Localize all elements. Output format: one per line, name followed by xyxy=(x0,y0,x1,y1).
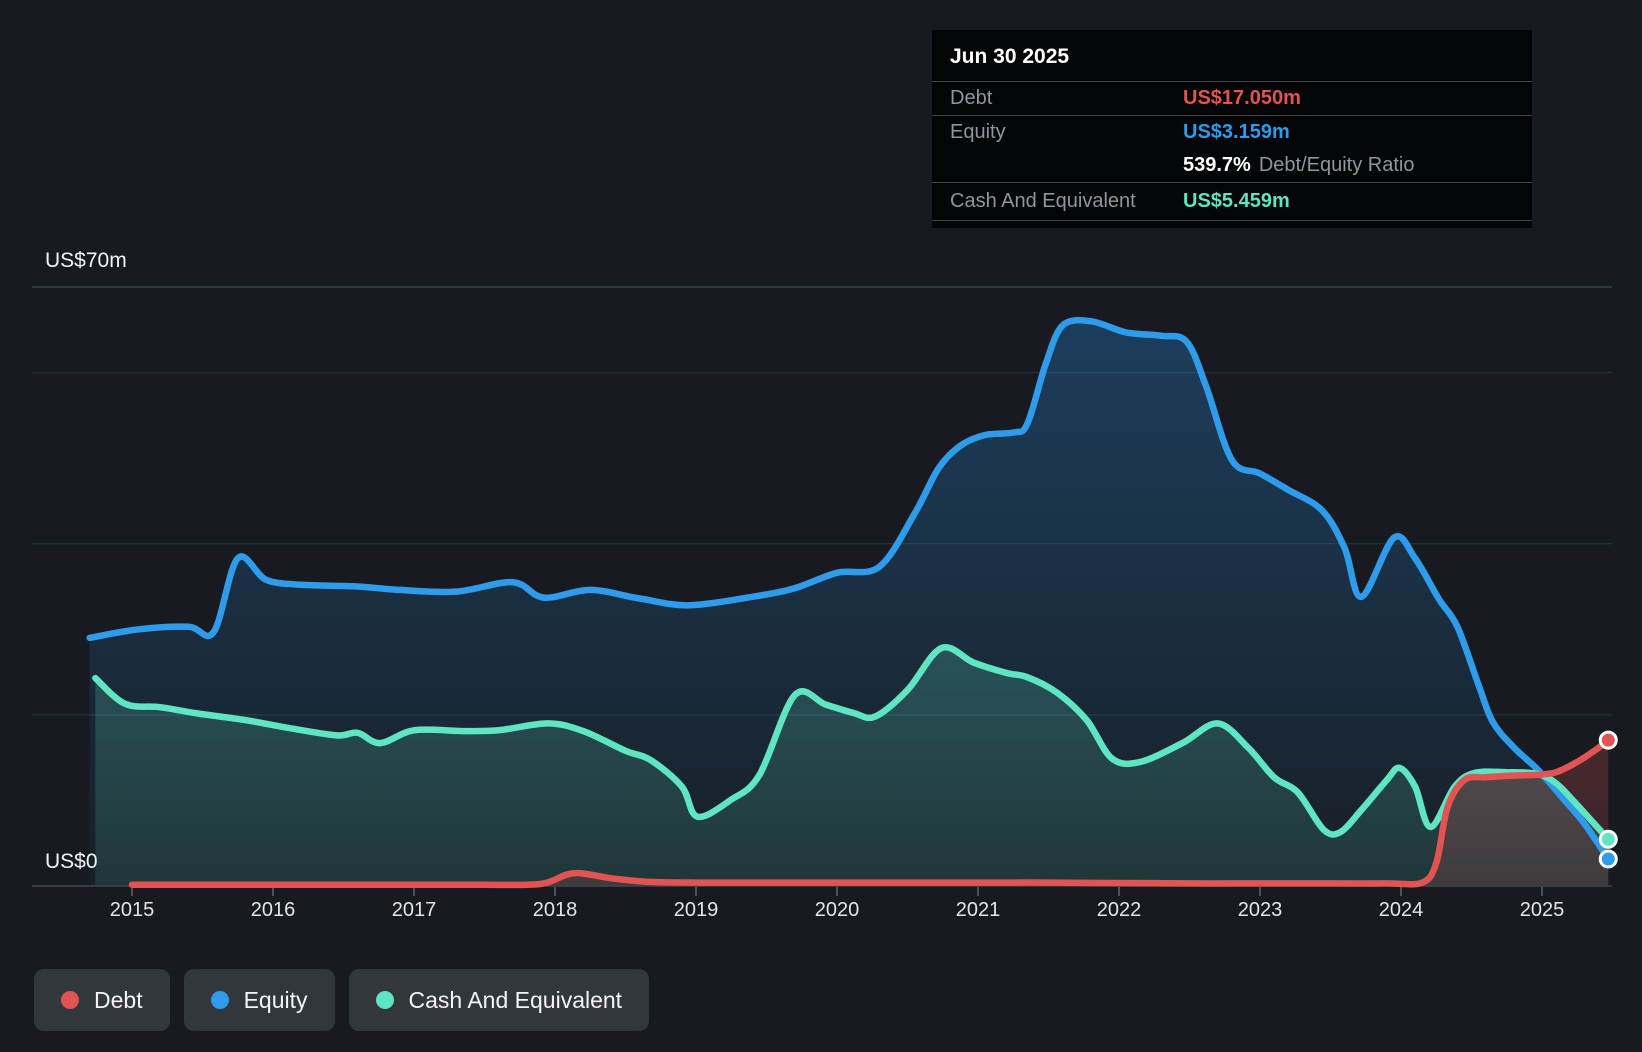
x-axis-label-2019: 2019 xyxy=(674,899,719,922)
legend-item-cash-and-equivalent[interactable]: Cash And Equivalent xyxy=(349,969,650,1031)
x-axis-label-2025: 2025 xyxy=(1520,899,1565,922)
x-axis-label-2017: 2017 xyxy=(392,899,437,922)
legend-label: Cash And Equivalent xyxy=(409,987,623,1014)
tooltip-row-ratio: 539.7% Debt/Equity Ratio xyxy=(932,149,1532,183)
legend-item-debt[interactable]: Debt xyxy=(34,969,170,1031)
y-axis-label-max: US$70m xyxy=(45,249,127,273)
legend-dot-icon xyxy=(61,991,79,1009)
endpoint-marker-equity[interactable] xyxy=(1600,851,1616,867)
x-axis-label-2018: 2018 xyxy=(533,899,578,922)
x-axis-label-2021: 2021 xyxy=(956,899,1001,922)
legend-label: Equity xyxy=(244,987,308,1014)
x-axis-label-2024: 2024 xyxy=(1379,899,1424,922)
tooltip-equity-value: US$3.159m xyxy=(1183,121,1290,144)
legend-dot-icon xyxy=(211,991,229,1009)
endpoint-marker-cash-and-equivalent[interactable] xyxy=(1600,831,1616,847)
x-axis-label-2022: 2022 xyxy=(1097,899,1142,922)
area-fills xyxy=(90,320,1609,886)
tooltip-row-cash: Cash And Equivalent US$5.459m xyxy=(932,183,1532,221)
tooltip-row-equity: Equity US$3.159m xyxy=(932,116,1532,149)
tooltip-equity-label: Equity xyxy=(950,121,1183,144)
tooltip-debt-value: US$17.050m xyxy=(1183,87,1301,110)
y-axis-label-zero: US$0 xyxy=(45,850,98,874)
x-axis-label-2015: 2015 xyxy=(110,899,155,922)
endpoint-marker-debt[interactable] xyxy=(1600,732,1616,748)
legend-item-equity[interactable]: Equity xyxy=(184,969,335,1031)
tooltip-cash-label: Cash And Equivalent xyxy=(950,190,1183,213)
tooltip-ratio-label: Debt/Equity Ratio xyxy=(1259,154,1415,177)
x-axis-label-2016: 2016 xyxy=(251,899,296,922)
x-axis-label-2020: 2020 xyxy=(815,899,860,922)
x-axis-label-2023: 2023 xyxy=(1238,899,1283,922)
tooltip-date: Jun 30 2025 xyxy=(932,30,1532,82)
tooltip-cash-value: US$5.459m xyxy=(1183,190,1290,213)
tooltip-debt-label: Debt xyxy=(950,87,1183,110)
chart-page: US$70m US$0 2015 2016 2017 2018 2019 2020 2021… xyxy=(0,0,1642,1052)
tooltip-panel: Jun 30 2025 Debt US$17.050m Equity US$3.… xyxy=(932,30,1532,228)
legend-label: Debt xyxy=(94,987,143,1014)
tooltip-ratio-value: 539.7% xyxy=(1183,154,1251,177)
legend-dot-icon xyxy=(376,991,394,1009)
legend: Debt Equity Cash And Equivalent xyxy=(34,969,649,1031)
tooltip-row-debt: Debt US$17.050m xyxy=(932,82,1532,116)
